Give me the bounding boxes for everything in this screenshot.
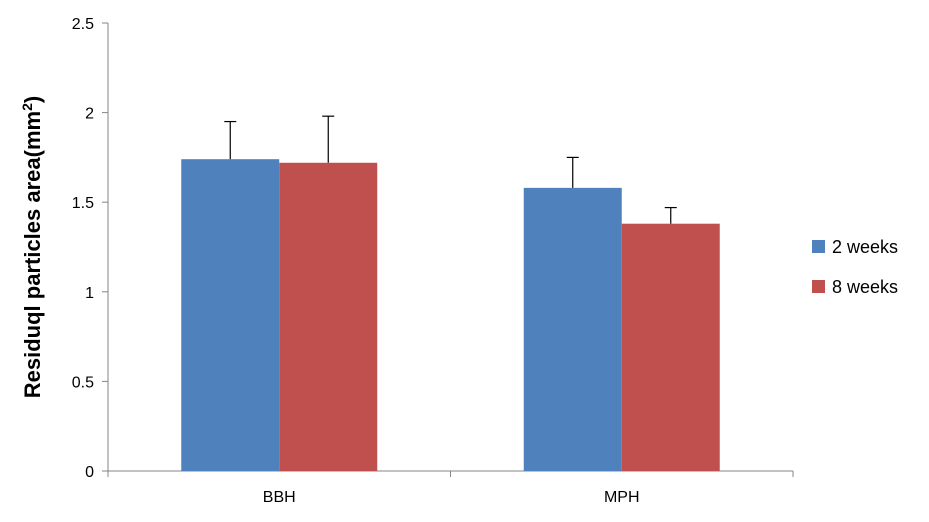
y-tick-label: 0 — [85, 464, 94, 481]
y-axis: 0 0.5 1 1.5 2 2.5 — [72, 16, 109, 481]
y-tick-label: 1.5 — [72, 195, 94, 212]
legend-label: 2 weeks — [832, 237, 898, 257]
bar — [523, 187, 622, 471]
y-tick-label: 2.5 — [72, 16, 94, 33]
bar — [279, 162, 378, 471]
legend: 2 weeks 8 weeks — [812, 237, 898, 297]
y-tick-label: 0.5 — [72, 374, 94, 391]
legend-swatch — [812, 280, 825, 293]
bars — [181, 159, 720, 471]
error-bars — [224, 115, 677, 224]
y-axis-label-superscript: 2 — [19, 103, 35, 111]
x-category-label: MPH — [604, 489, 640, 506]
x-axis: BBH MPH — [107, 470, 794, 506]
bar — [181, 159, 280, 471]
bar — [621, 223, 720, 471]
x-category-label: BBH — [263, 489, 296, 506]
y-axis-label: Residuql particles area(mm2) — [19, 96, 45, 398]
y-axis-label-close: ) — [20, 96, 45, 103]
y-tick-label: 1 — [85, 285, 94, 302]
legend-label: 8 weeks — [832, 277, 898, 297]
y-tick-label: 2 — [85, 106, 94, 123]
y-axis-label-main: Residuql particles area(mm — [20, 111, 45, 398]
legend-swatch — [812, 240, 825, 253]
